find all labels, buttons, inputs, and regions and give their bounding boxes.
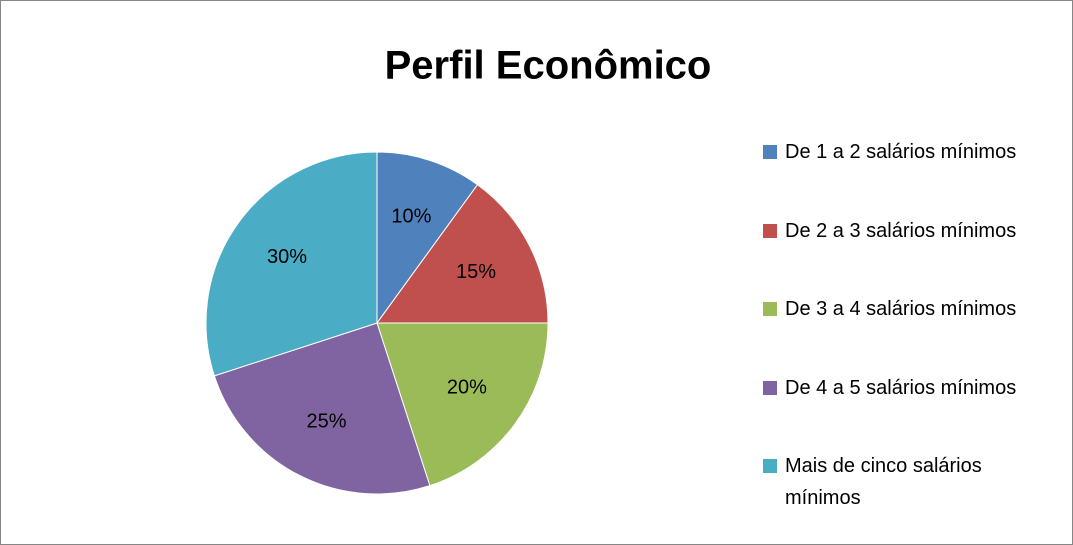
- legend-item: De 4 a 5 salários mínimos: [763, 372, 1053, 404]
- pie-slice: [213, 322, 431, 495]
- chart-title: Perfil Econômico: [385, 44, 712, 88]
- pie-slice: [376, 183, 549, 324]
- legend-swatch: [763, 145, 777, 159]
- pie-slice: [376, 151, 479, 325]
- legend-swatch: [763, 302, 777, 316]
- data-label: 25%: [307, 410, 347, 432]
- pie-slice: [205, 151, 378, 377]
- legend-swatch: [763, 380, 777, 395]
- legend-label: De 4 a 5 salários mínimos: [785, 376, 1017, 399]
- legend-label: De 3 a 4 salários mínimos: [785, 298, 1017, 320]
- data-label: 20%: [447, 377, 487, 399]
- legend-item: De 1 a 2 salários mínimos: [763, 136, 1053, 168]
- legend-item: De 3 a 4 salários mínimos: [763, 293, 1053, 325]
- legend-swatch: [763, 459, 777, 473]
- legend-label: De 1 a 2 salários mínimos: [785, 141, 1017, 163]
- data-label: 10%: [391, 206, 431, 228]
- legend-label: De 2 a 3 salários mínimos: [785, 219, 1017, 242]
- legend-label: Mais de cinco salários mínimos: [785, 455, 982, 509]
- data-label: 15%: [456, 261, 496, 283]
- legend-item: De 2 a 3 salários mínimos: [763, 215, 1053, 247]
- legend-swatch: [763, 223, 777, 238]
- pie-slice: [376, 322, 549, 487]
- data-label: 30%: [267, 246, 307, 268]
- legend-item: Mais de cinco salários mínimos: [763, 450, 1053, 514]
